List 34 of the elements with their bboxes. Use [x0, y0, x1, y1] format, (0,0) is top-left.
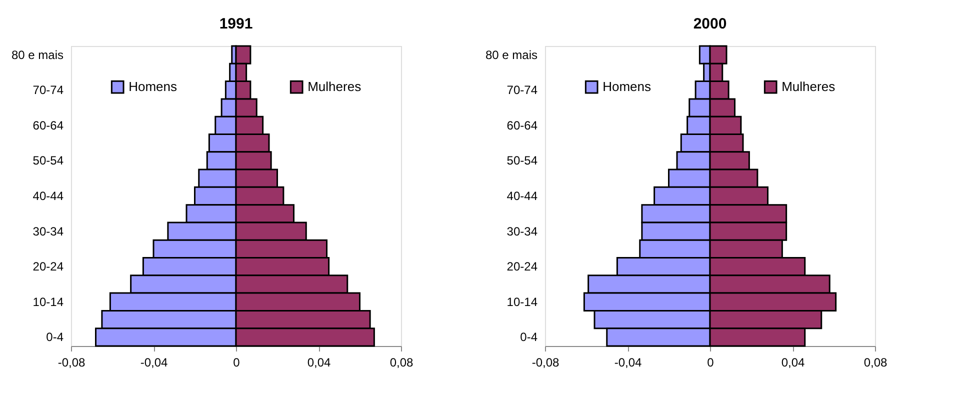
legend-label: Mulheres [782, 79, 836, 94]
y-tick-label: 40-44 [32, 189, 64, 203]
x-tick-label: 0,04 [781, 356, 805, 370]
y-tick-label: 60-64 [506, 118, 538, 132]
x-tick-label: 0 [707, 356, 714, 370]
legend-label: Homens [602, 79, 652, 94]
x-tick-label: 0,08 [390, 356, 414, 370]
y-tick-label: 20-24 [506, 260, 538, 274]
y-tick-label: 60-64 [32, 118, 64, 132]
y-tick-label: 30-34 [506, 224, 538, 238]
chart-title: 2000 [693, 15, 727, 32]
x-tick-label: -0,08 [532, 356, 560, 370]
x-tick-label: 0 [233, 356, 240, 370]
x-tick-label: -0,04 [140, 356, 168, 370]
legend-label: Mulheres [308, 79, 362, 94]
y-tick-label: 10-14 [32, 294, 64, 309]
x-tick-label: 0,08 [864, 356, 888, 370]
y-tick-label: 30-34 [32, 224, 64, 238]
x-tick-label: 0,04 [307, 356, 331, 370]
y-tick-label: 70-74 [506, 83, 538, 98]
y-tick-label: 80 e mais [485, 48, 538, 62]
y-tick-label: 0-4 [520, 330, 538, 344]
x-tick-label: -0,04 [614, 356, 642, 370]
y-tick-label: 50-54 [506, 154, 538, 168]
y-tick-label: 10-14 [506, 294, 538, 309]
y-tick-label: 20-24 [32, 260, 64, 274]
y-tick-label: 0-4 [46, 330, 64, 344]
x-tick-label: -0,08 [58, 356, 86, 370]
y-tick-label: 50-54 [32, 154, 64, 168]
y-tick-label: 80 e mais [11, 48, 64, 62]
y-tick-label: 70-74 [32, 83, 64, 98]
legend-label: Homens [128, 79, 178, 94]
y-tick-label: 40-44 [506, 189, 538, 203]
chart-title: 1991 [219, 15, 253, 32]
